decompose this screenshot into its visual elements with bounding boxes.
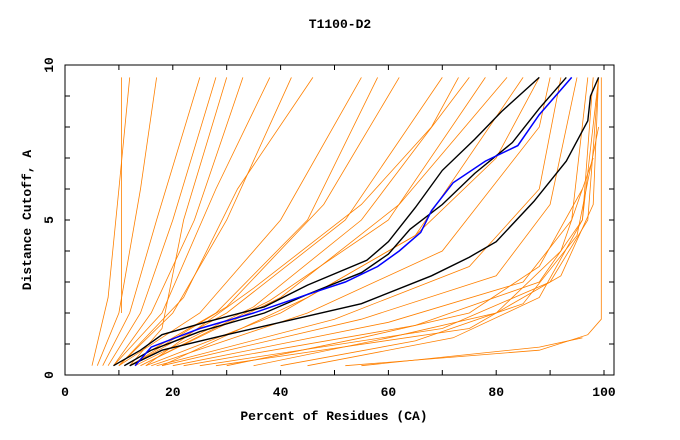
selected-curve-0 xyxy=(134,76,573,367)
model-curve-3 xyxy=(102,77,201,366)
y-tick-label: 10 xyxy=(42,57,57,73)
highlight-curve-0 xyxy=(113,76,540,367)
model-curve-29 xyxy=(280,126,599,367)
model-curve-1 xyxy=(91,77,131,366)
model-curve-27 xyxy=(226,188,583,367)
model-curve-14 xyxy=(145,77,459,367)
x-tick-label: 20 xyxy=(165,385,181,400)
model-curve-17 xyxy=(140,77,508,367)
model-curve-2 xyxy=(96,77,157,366)
x-tick-label: 100 xyxy=(592,385,616,400)
model-curve-7 xyxy=(113,77,271,366)
model-curve-13 xyxy=(129,77,443,367)
model-curve-26 xyxy=(215,77,599,367)
model-curve-20 xyxy=(151,77,551,367)
model-curve-32 xyxy=(361,337,583,367)
model-curve-30 xyxy=(307,77,599,367)
chart-title: T1100-D2 xyxy=(309,17,372,32)
model-curve-23 xyxy=(172,77,589,367)
x-tick-label: 40 xyxy=(273,385,289,400)
model-curve-22 xyxy=(161,77,578,367)
x-tick-label: 80 xyxy=(488,385,504,400)
model-curve-4 xyxy=(107,77,217,366)
model-curve-6 xyxy=(113,77,244,366)
model-curve-19 xyxy=(161,77,540,367)
y-tick-label: 5 xyxy=(42,216,57,224)
model-curve-8 xyxy=(118,77,292,366)
model-curve-12 xyxy=(129,77,400,367)
x-axis-label: Percent of Residues (CA) xyxy=(240,409,427,424)
highlight-curve-2 xyxy=(129,77,600,367)
highlight-curve-1 xyxy=(123,76,567,367)
model-curve-10 xyxy=(118,77,362,367)
model-curve-25 xyxy=(199,77,599,367)
curves xyxy=(91,76,602,367)
model-curve-9 xyxy=(118,77,314,366)
model-curve-15 xyxy=(134,77,470,367)
x-tick-label: 0 xyxy=(61,385,69,400)
tick-labels: 0 20 40 60 80 100 0 5 10 xyxy=(42,57,616,400)
axis-ticks xyxy=(65,65,614,375)
model-curve-24 xyxy=(183,77,594,367)
x-tick-label: 60 xyxy=(381,385,397,400)
y-tick-label: 0 xyxy=(42,371,57,379)
y-axis-label: Distance Cutoff, A xyxy=(20,150,35,291)
model-curve-21 xyxy=(156,77,562,367)
model-curve-31 xyxy=(345,77,602,367)
model-curve-16 xyxy=(140,77,486,367)
